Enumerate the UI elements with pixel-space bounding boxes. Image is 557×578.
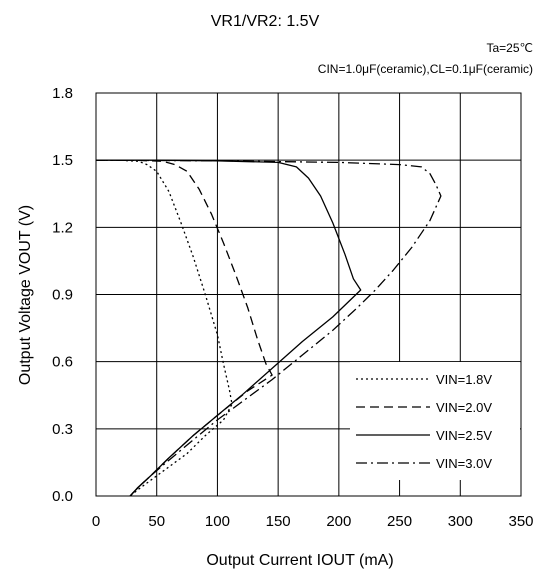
condition-temperature: Ta=25℃ <box>486 41 533 55</box>
y-tick-label: 1.8 <box>52 85 73 102</box>
x-tick-labels: 0 50 100 150 200 250 300 350 <box>92 513 534 530</box>
x-tick-label: 150 <box>266 513 291 530</box>
x-tick-label: 300 <box>448 513 473 530</box>
x-tick-label: 0 <box>92 513 100 530</box>
x-tick-label: 350 <box>508 513 533 530</box>
y-tick-label: 0.6 <box>52 354 73 371</box>
series-line-2 <box>96 159 273 497</box>
legend-label-1: VIN=1.8V <box>436 372 492 387</box>
x-axis-label: Output Current IOUT (mA) <box>206 552 393 569</box>
legend: VIN=1.8V VIN=2.0V VIN=2.5V VIN=3.0V <box>350 362 520 480</box>
y-axis-label: Output Voltage VOUT (V) <box>17 205 34 385</box>
legend-label-3: VIN=2.5V <box>436 428 492 443</box>
series-line-1 <box>96 159 233 497</box>
grid-lines <box>95 92 522 497</box>
series-line-3 <box>96 159 362 497</box>
y-tick-label: 0.9 <box>52 287 73 304</box>
legend-label-4: VIN=3.0V <box>436 456 492 471</box>
plot-frame <box>95 92 522 497</box>
x-tick-label: 200 <box>326 513 351 530</box>
y-tick-label: 0.0 <box>52 488 73 505</box>
y-tick-labels: 0.0 0.3 0.6 0.9 1.2 1.5 1.8 <box>52 85 73 505</box>
chart-title: VR1/VR2: 1.5V <box>211 13 320 30</box>
y-tick-label: 0.3 <box>52 421 73 438</box>
x-tick-label: 100 <box>205 513 230 530</box>
condition-capacitors: CIN=1.0μF(ceramic),CL=0.1μF(ceramic) <box>318 62 533 76</box>
y-tick-label: 1.2 <box>52 219 73 236</box>
series-lines <box>95 159 442 497</box>
series-line-4 <box>95 159 442 497</box>
legend-background <box>350 362 520 480</box>
y-tick-label: 1.5 <box>52 152 73 169</box>
x-tick-label: 250 <box>387 513 412 530</box>
legend-label-2: VIN=2.0V <box>436 400 492 415</box>
x-tick-label: 50 <box>148 513 165 530</box>
